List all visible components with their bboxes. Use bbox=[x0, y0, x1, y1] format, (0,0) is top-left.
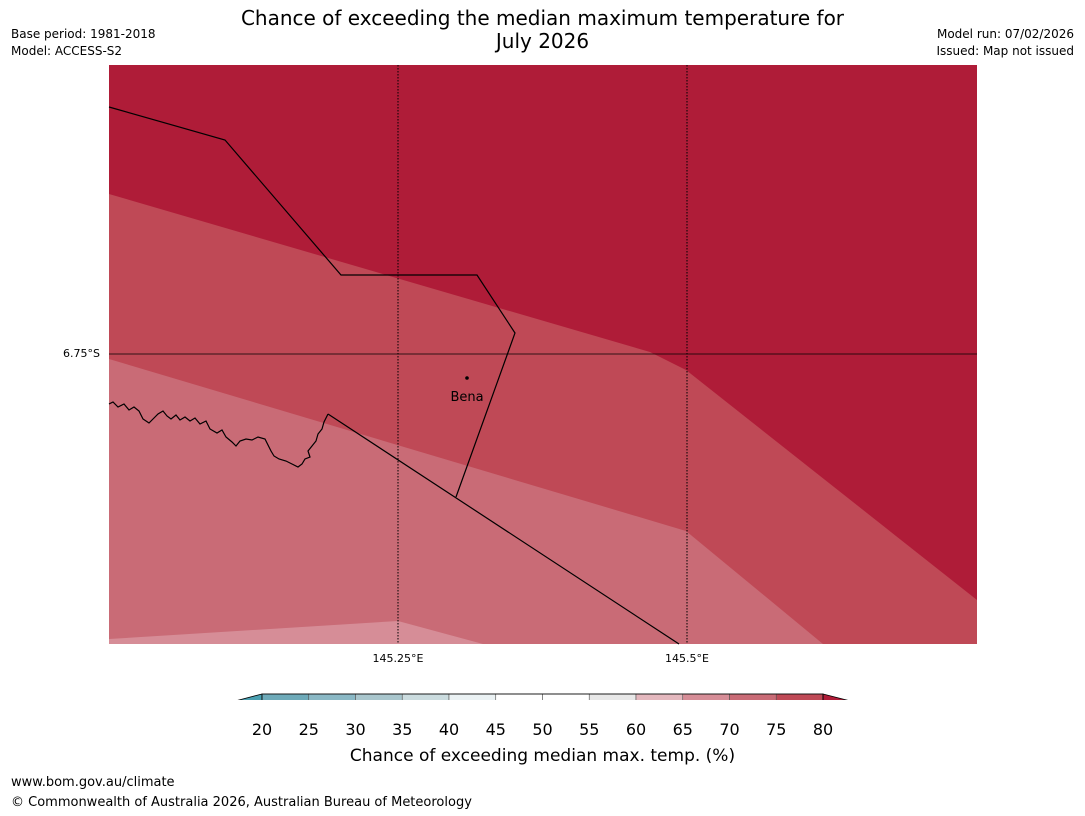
colorbar-outline bbox=[261, 693, 824, 700]
place-name: Bena bbox=[450, 390, 483, 405]
colorbar-tick-label: 40 bbox=[438, 720, 460, 739]
base-period: Base period: 1981-2018 bbox=[11, 27, 156, 41]
probability-zones bbox=[109, 65, 977, 644]
colorbar-tick-label: 30 bbox=[345, 720, 366, 739]
colorbar-segment bbox=[355, 693, 403, 700]
longitude-label-145-25: 145.25°E bbox=[372, 652, 424, 665]
zone-65-70 bbox=[109, 621, 483, 644]
title-line-1: Chance of exceeding the median maximum t… bbox=[240, 6, 845, 30]
colorbar-tick-label: 45 bbox=[485, 720, 506, 739]
title-line-2: July 2026 bbox=[495, 29, 590, 53]
colorbar-segment bbox=[308, 693, 356, 700]
colorbar-tick-label: 65 bbox=[672, 720, 693, 739]
river-line bbox=[108, 401, 329, 468]
place-marker: Bena bbox=[450, 376, 484, 405]
colorbar-tick-label: 55 bbox=[579, 720, 600, 739]
colorbar-extend-low bbox=[237, 693, 263, 700]
model-run: Model run: 07/02/2026 bbox=[936, 27, 1074, 41]
colorbar-tick-label: 75 bbox=[766, 720, 787, 739]
colorbar-tick-label: 35 bbox=[392, 720, 413, 739]
colorbar-segment bbox=[495, 693, 543, 700]
colorbar-segment bbox=[729, 693, 777, 700]
forecast-map: Bena bbox=[108, 65, 977, 700]
colorbar-tick-label: 25 bbox=[298, 720, 319, 739]
bena-dot bbox=[465, 376, 469, 380]
footer-copyright: © Commonwealth of Australia 2026, Austra… bbox=[11, 795, 472, 810]
footer-url: www.bom.gov.au/climate bbox=[11, 775, 175, 790]
issued-status: Issued: Map not issued bbox=[936, 44, 1074, 58]
colorbar-extend-high bbox=[822, 693, 849, 700]
longitude-label-145-5: 145.5°E bbox=[665, 652, 709, 665]
colorbar-tick-label: 50 bbox=[532, 720, 553, 739]
colorbar-tick-label: 80 bbox=[812, 720, 834, 739]
colorbar-tick-label: 60 bbox=[625, 720, 647, 739]
graticule bbox=[109, 65, 977, 644]
district-boundary-south bbox=[327, 413, 680, 645]
colorbar-tick-label: 70 bbox=[719, 720, 740, 739]
zone-70-75 bbox=[109, 359, 823, 644]
colorbar bbox=[237, 693, 849, 700]
colorbar-tick-label: 20 bbox=[251, 720, 273, 739]
latitude-label: 6.75°S bbox=[63, 347, 100, 360]
colorbar-segment bbox=[682, 693, 730, 700]
colorbar-segment bbox=[635, 693, 684, 700]
colorbar-title: Chance of exceeding median max. temp. (%… bbox=[349, 746, 736, 766]
meta-left: Base period: 1981-2018 Model: ACCESS-S2 bbox=[11, 26, 156, 60]
colorbar-segment bbox=[542, 693, 590, 700]
boundaries bbox=[108, 106, 680, 645]
meta-right: Model run: 07/02/2026 Issued: Map not is… bbox=[936, 26, 1074, 60]
colorbar-segment bbox=[401, 693, 450, 700]
colorbar-segment bbox=[588, 693, 637, 700]
colorbar-segment bbox=[261, 693, 310, 700]
map-title: Chance of exceeding the median maximum t… bbox=[0, 7, 1085, 53]
model-name: Model: ACCESS-S2 bbox=[11, 44, 123, 58]
colorbar-segment bbox=[448, 693, 497, 700]
colorbar-segment bbox=[775, 693, 824, 700]
district-boundary bbox=[108, 106, 516, 498]
